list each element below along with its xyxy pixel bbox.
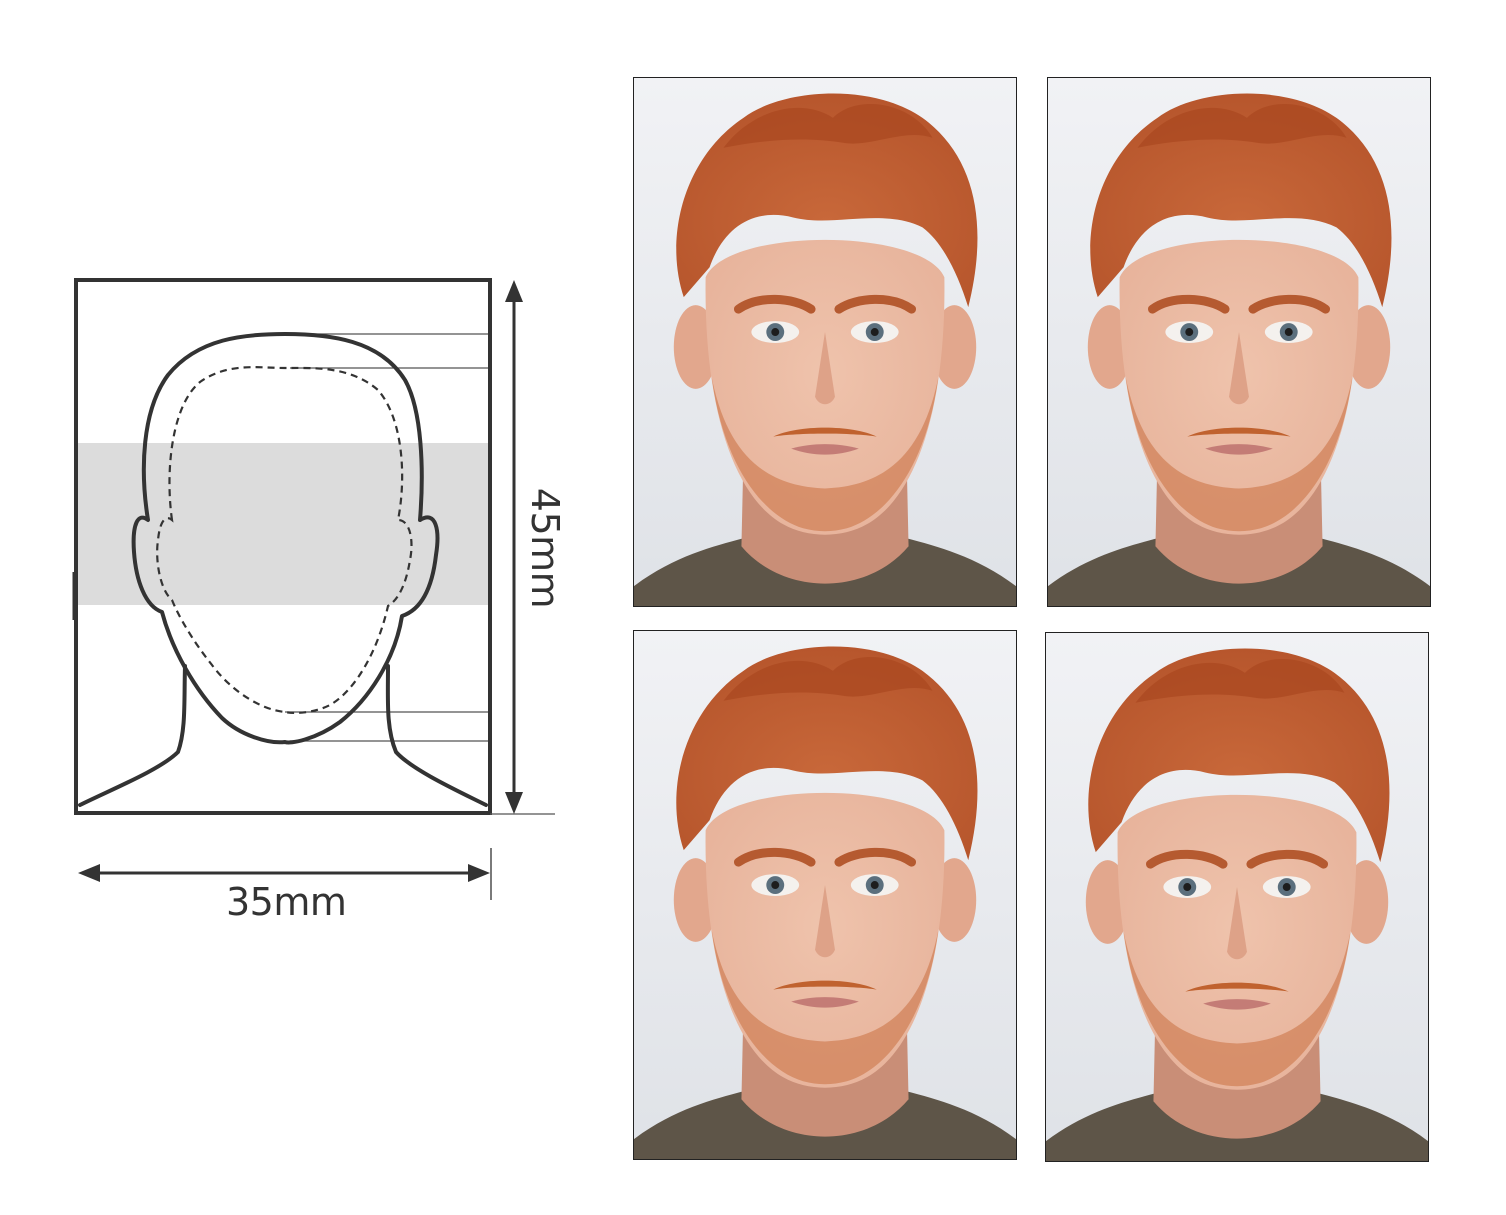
- passport-photo: [633, 77, 1017, 607]
- hair: [1088, 648, 1390, 863]
- neck-shoulders-outline-right: [385, 664, 488, 807]
- beard: [1123, 931, 1351, 1087]
- beard: [711, 376, 939, 532]
- neck-shoulders-outline: [78, 664, 187, 807]
- head-outline: [131, 332, 440, 745]
- width-dimension-arrow: [78, 848, 492, 900]
- hair: [676, 93, 978, 308]
- width-dimension-label: 35mm: [226, 880, 347, 924]
- face-outline-dashed: [156, 366, 413, 714]
- passport-photo: [1045, 632, 1429, 1162]
- beard: [1125, 376, 1353, 532]
- height-dimension-label: 45mm: [523, 487, 567, 609]
- photo-frame-outline: [74, 278, 492, 815]
- hair: [1090, 93, 1392, 308]
- beard: [711, 929, 939, 1085]
- height-dimension-arrow: [505, 280, 523, 814]
- passport-photo: [633, 630, 1017, 1160]
- passport-size-diagram: [72, 278, 555, 900]
- hair: [676, 646, 978, 861]
- eye-zone-band: [78, 443, 488, 605]
- passport-photo: [1047, 77, 1431, 607]
